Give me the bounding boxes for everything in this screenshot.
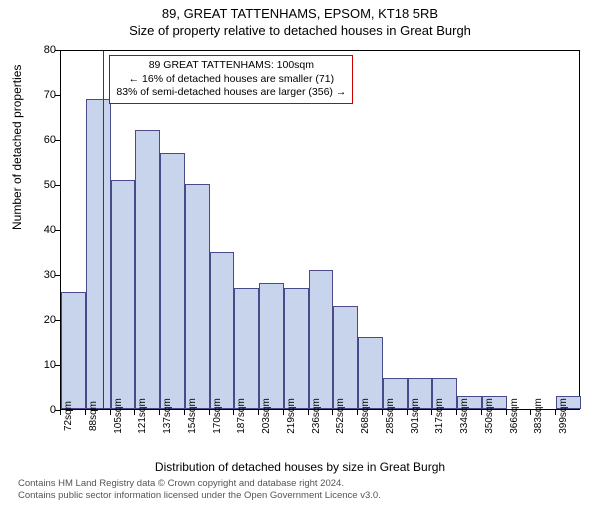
x-tick-label: 154sqm (187, 398, 198, 434)
x-tick-mark (530, 410, 531, 415)
x-tick-label: 301sqm (410, 398, 421, 434)
x-tick-mark (283, 410, 284, 415)
histogram-bar (135, 130, 160, 409)
x-tick-label: 285sqm (385, 398, 396, 434)
histogram-bar (86, 99, 111, 410)
callout-line-1: 89 GREAT TATTENHAMS: 100sqm (116, 59, 346, 73)
y-tick-mark (55, 230, 60, 231)
x-tick-label: 72sqm (63, 401, 74, 431)
x-tick-label: 236sqm (311, 398, 322, 434)
property-callout: 89 GREAT TATTENHAMS: 100sqm← 16% of deta… (109, 55, 353, 104)
x-tick-mark (382, 410, 383, 415)
x-tick-label: 219sqm (286, 398, 297, 434)
callout-line-3: 83% of semi-detached houses are larger (… (116, 86, 346, 100)
histogram-bar (210, 252, 235, 410)
y-tick-mark (55, 320, 60, 321)
chart-address-title: 89, GREAT TATTENHAMS, EPSOM, KT18 5RB (0, 6, 600, 21)
x-tick-mark (481, 410, 482, 415)
y-tick-mark (55, 50, 60, 51)
x-tick-mark (555, 410, 556, 415)
x-tick-mark (506, 410, 507, 415)
x-tick-mark (407, 410, 408, 415)
x-tick-mark (110, 410, 111, 415)
property-marker-line (103, 51, 104, 409)
callout-line-2: ← 16% of detached houses are smaller (71… (116, 73, 346, 87)
x-tick-label: 137sqm (162, 398, 173, 434)
y-axis-label: Number of detached properties (10, 65, 24, 230)
histogram-bar (309, 270, 334, 410)
x-tick-mark (159, 410, 160, 415)
histogram-bar (234, 288, 259, 410)
chart-container: 89, GREAT TATTENHAMS, EPSOM, KT18 5RB Si… (0, 6, 600, 506)
x-tick-label: 366sqm (509, 398, 520, 434)
x-tick-mark (258, 410, 259, 415)
chart-subtitle: Size of property relative to detached ho… (0, 23, 600, 38)
x-tick-mark (184, 410, 185, 415)
x-tick-mark (308, 410, 309, 415)
x-tick-mark (431, 410, 432, 415)
y-tick-mark (55, 95, 60, 96)
x-tick-label: 203sqm (261, 398, 272, 434)
histogram-bar (111, 180, 136, 410)
y-tick-mark (55, 140, 60, 141)
x-tick-label: 383sqm (533, 398, 544, 434)
x-tick-mark (456, 410, 457, 415)
x-tick-label: 268sqm (360, 398, 371, 434)
x-tick-mark (357, 410, 358, 415)
x-tick-mark (233, 410, 234, 415)
histogram-bar (185, 184, 210, 409)
footer-line-2: Contains public sector information licen… (18, 490, 381, 502)
y-tick-mark (55, 185, 60, 186)
x-tick-mark (209, 410, 210, 415)
x-tick-label: 350sqm (484, 398, 495, 434)
histogram-bar (284, 288, 309, 410)
x-tick-label: 105sqm (113, 398, 124, 434)
x-tick-mark (332, 410, 333, 415)
histogram-bar (61, 292, 86, 409)
footer-attribution: Contains HM Land Registry data © Crown c… (18, 478, 381, 502)
x-tick-label: 399sqm (558, 398, 569, 434)
x-tick-label: 317sqm (434, 398, 445, 434)
x-tick-label: 252sqm (335, 398, 346, 434)
histogram-bar (333, 306, 358, 410)
footer-line-1: Contains HM Land Registry data © Crown c… (18, 478, 381, 490)
histogram-bar (259, 283, 284, 409)
y-tick-mark (55, 365, 60, 366)
x-tick-label: 187sqm (236, 398, 247, 434)
x-tick-mark (60, 410, 61, 415)
x-tick-label: 88sqm (88, 401, 99, 431)
histogram-bar (160, 153, 185, 410)
y-tick-mark (55, 275, 60, 276)
plot-area: 89 GREAT TATTENHAMS: 100sqm← 16% of deta… (60, 50, 580, 410)
x-axis-label: Distribution of detached houses by size … (0, 460, 600, 474)
x-tick-label: 170sqm (212, 398, 223, 434)
x-tick-mark (85, 410, 86, 415)
x-tick-label: 334sqm (459, 398, 470, 434)
x-tick-label: 121sqm (137, 398, 148, 434)
x-tick-mark (134, 410, 135, 415)
